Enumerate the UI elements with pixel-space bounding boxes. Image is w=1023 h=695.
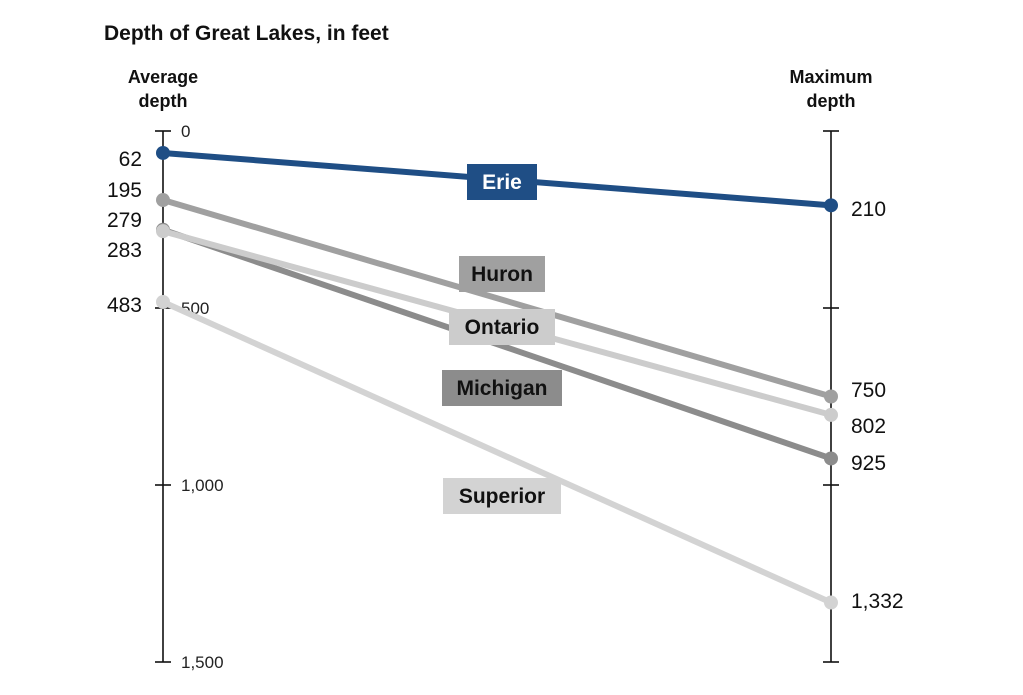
ontario-average-point [156,224,170,239]
left-tick-label: 1,000 [181,476,224,495]
right-axis-title-line-2: depth [807,91,856,111]
left-axis-title-line-2: depth [139,91,188,111]
erie-average-label: 62 [119,148,142,171]
superior-line [160,298,834,606]
superior-name-box [443,478,561,514]
ontario-name-box [449,309,555,345]
huron-name-box [459,256,545,292]
michigan-name-label: Michigan [456,377,547,400]
erie-name-box [467,164,537,200]
michigan-average-label: 279 [107,209,142,232]
ontario-maximum-point [824,407,838,422]
michigan-name-box [442,370,562,406]
left-tick-label: 0 [181,122,190,141]
left-axis-title-line-1: Average [128,67,198,87]
erie-maximum-label: 210 [851,198,886,221]
huron-maximum-label: 750 [851,379,886,402]
series-labels: 62 210 195 750 279 925 283 802 483 1,332 Huron Mich… [107,148,904,613]
huron-line [160,197,834,400]
michigan-maximum-label: 925 [851,452,886,475]
superior-maximum-label: 1,332 [851,590,904,613]
right-axis-title-line-1: Maximum [789,67,872,87]
left-tick-label: 1,500 [181,653,224,672]
ontario-maximum-label: 802 [851,415,886,438]
chart-title: Depth of Great Lakes, in feet [104,22,389,45]
huron-average-label: 195 [107,179,142,202]
erie-name-label: Erie [482,171,522,194]
michigan-maximum-point [824,451,838,466]
ontario-name-label: Ontario [465,316,540,339]
superior-maximum-point [824,595,838,610]
erie-average-point [156,145,170,160]
ontario-average-label: 283 [107,239,142,262]
superior-average-label: 483 [107,294,142,317]
huron-average-point [156,193,170,208]
superior-name-label: Superior [459,485,545,508]
superior-average-point [156,294,170,309]
huron-name-label: Huron [471,263,533,286]
erie-maximum-point [824,198,838,213]
huron-maximum-point [824,389,838,404]
